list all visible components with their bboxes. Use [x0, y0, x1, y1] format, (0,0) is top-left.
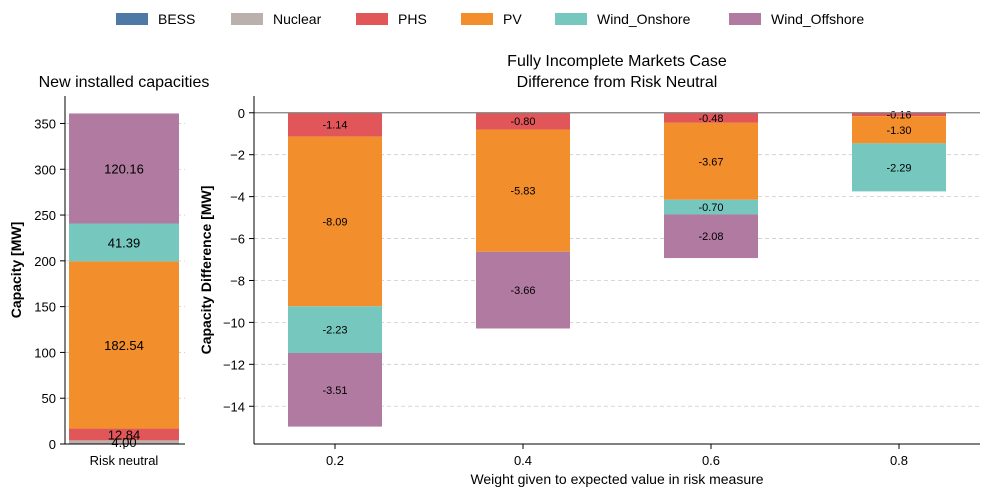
right-x-tick-label: 0.6 — [702, 453, 720, 468]
right-bar-phs — [852, 112, 946, 117]
left-bar-pv — [69, 261, 179, 429]
left-bar-label-wind-onshore: 41.39 — [108, 235, 141, 250]
chart-legend: BESS Nuclear PHS PV Wind_Onshore Wind_Offshor… — [116, 11, 864, 27]
right-bar-pv — [664, 122, 758, 200]
right-bar-wind-onshore — [288, 306, 382, 354]
left-bar-phs — [69, 428, 179, 441]
legend-swatch-wind-offshore — [729, 13, 761, 25]
left-y-tick-label: 350 — [34, 116, 56, 131]
left-y-tick-label: 150 — [34, 300, 56, 315]
right-y-tick-label: −12 — [223, 357, 245, 372]
right-bar-wind-offshore — [288, 353, 382, 427]
left-bar-nuclear — [69, 440, 179, 444]
right-bar-label-wind-onshore: -2.29 — [886, 162, 911, 174]
legend-label-wind-offshore: Wind_Offshore — [771, 11, 864, 27]
right-y-tick-label: −8 — [230, 273, 245, 288]
left-y-tick-label: 0 — [49, 437, 56, 452]
right-bar-label-phs: -0.16 — [886, 109, 911, 121]
right-bar-label-wind-offshore: -3.51 — [322, 385, 347, 397]
right-bar-label-phs: -0.48 — [698, 113, 723, 125]
legend-label-pv: PV — [503, 11, 522, 27]
right-bar-wind-offshore — [476, 251, 570, 329]
right-bar-label-pv: -8.09 — [322, 216, 347, 228]
right-y-tick-label: 0 — [238, 106, 245, 121]
right-x-tick-label: 0.4 — [514, 453, 532, 468]
right-y-tick-label: −4 — [230, 190, 245, 205]
right-bar-wind-offshore — [664, 214, 758, 259]
right-y-tick-label: −10 — [223, 315, 245, 330]
legend-swatch-bess — [116, 13, 148, 25]
right-x-tick-label: 0.8 — [890, 453, 908, 468]
left-bar-wind-onshore — [69, 223, 179, 262]
left-chart-title: New installed capacities — [39, 74, 210, 91]
legend-swatch-wind-onshore — [555, 13, 587, 25]
right-bar-phs — [664, 112, 758, 123]
legend-swatch-phs — [356, 13, 388, 25]
left-bar-label-phs: 12.84 — [108, 427, 141, 442]
right-y-tick-label: −14 — [223, 399, 245, 414]
legend-label-wind-onshore: Wind_Onshore — [597, 11, 691, 27]
right-y-tick-label: −2 — [230, 148, 245, 163]
legend-label-nuclear: Nuclear — [273, 11, 322, 27]
right-chart-subtitle: Difference from Risk Neutral — [517, 74, 718, 91]
legend-label-phs: PHS — [398, 11, 427, 27]
left-y-tick-label: 200 — [34, 254, 56, 269]
right-x-axis-label: Weight given to expected value in risk m… — [470, 471, 763, 487]
right-bar-label-phs: -0.80 — [510, 116, 535, 128]
left-y-axis-label: Capacity [MW] — [8, 222, 24, 318]
left-x-tick-label: Risk neutral — [90, 453, 159, 468]
left-bar-label-pv: 182.54 — [104, 338, 144, 353]
right-bar-label-pv: -1.30 — [886, 125, 911, 137]
legend-swatch-nuclear — [231, 13, 263, 25]
left-bar-label-nuclear: 4.00 — [111, 435, 136, 450]
right-y-axis-label: Capacity Difference [MW] — [198, 186, 214, 355]
right-bar-phs — [288, 112, 382, 137]
right-bar-label-phs: -1.14 — [322, 120, 347, 132]
right-bar-label-wind-offshore: -3.66 — [510, 285, 535, 297]
right-panel-difference: Fully Incomplete Markets Case Difference… — [198, 53, 980, 487]
right-bar-phs — [476, 112, 570, 130]
right-bar-label-pv: -3.67 — [698, 156, 723, 168]
right-x-tick-label: 0.2 — [326, 453, 344, 468]
right-bar-pv — [852, 116, 946, 144]
right-bar-pv — [288, 136, 382, 307]
legend-label-bess: BESS — [158, 11, 195, 27]
left-y-tick-label: 50 — [42, 391, 56, 406]
left-bar-wind-offshore — [69, 113, 179, 224]
left-y-tick-label: 100 — [34, 345, 56, 360]
right-bar-wind-onshore — [852, 143, 946, 192]
right-bar-label-wind-onshore: -2.23 — [322, 325, 347, 337]
right-bar-wind-onshore — [664, 199, 758, 215]
left-y-tick-label: 300 — [34, 162, 56, 177]
right-y-tick-label: −6 — [230, 232, 245, 247]
left-y-tick-label: 250 — [34, 208, 56, 223]
right-bar-pv — [476, 129, 570, 252]
right-bar-label-wind-onshore: -0.70 — [698, 202, 723, 214]
right-bar-label-wind-offshore: -2.08 — [698, 231, 723, 243]
left-panel-installed-capacities: New installed capacities Capacity [MW] 4… — [8, 74, 209, 468]
right-chart-title: Fully Incomplete Markets Case — [507, 53, 727, 70]
right-bar-label-pv: -5.83 — [510, 186, 535, 198]
legend-swatch-pv — [461, 13, 493, 25]
left-bar-label-wind-offshore: 120.16 — [104, 161, 144, 176]
